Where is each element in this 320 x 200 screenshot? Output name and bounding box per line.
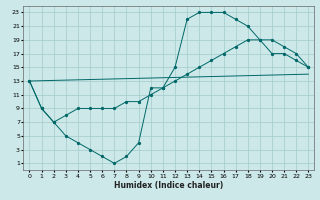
X-axis label: Humidex (Indice chaleur): Humidex (Indice chaleur) bbox=[114, 181, 224, 190]
